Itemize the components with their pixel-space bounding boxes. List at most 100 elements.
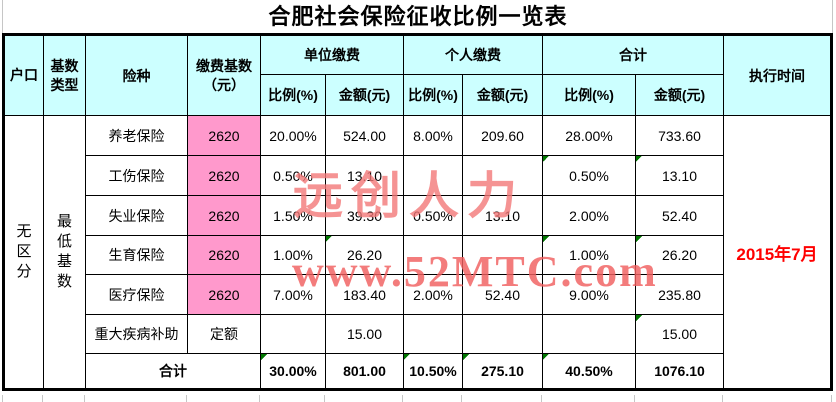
personal-amount-cell: 52.40 [462, 274, 543, 315]
total-rate-cell: 1.00% [542, 235, 636, 275]
base-type-value: 最低基数 [56, 212, 72, 291]
personal-rate-cell: 2.00% [403, 274, 463, 315]
hukou-value: 无区分 [16, 222, 32, 281]
total-amount-cell: 13.10 [635, 155, 724, 196]
insurance-name-cell: 养老保险 [85, 115, 188, 156]
total-amount-cell: 52.40 [635, 195, 724, 236]
total-rate-cell: 9.00% [542, 274, 636, 315]
hukou-cell: 无区分 [3, 115, 44, 390]
col-header-exec-time: 执行时间 [723, 34, 832, 116]
comment-marker-icon [463, 354, 469, 360]
unit-rate-cell: 1.50% [260, 195, 326, 236]
cell-value: 0.50% [569, 167, 609, 184]
unit-amount-cell: 26.20 [325, 235, 404, 275]
cell-value: 26.20 [346, 247, 383, 263]
total-label-cell: 合计 [85, 353, 261, 390]
col-header-hukou: 户口 [3, 34, 44, 116]
personal-amount-cell [462, 314, 543, 354]
unit-rate-cell [260, 314, 326, 354]
col-header-unit-rate: 比例(%) [260, 74, 326, 116]
unit-amount-cell: 183.40 [325, 274, 404, 315]
payment-base-cell: 2620 [187, 274, 261, 315]
col-header-unit-amount: 金额(元) [325, 74, 404, 116]
group-header-unit: 单位缴费 [260, 34, 404, 75]
personal-amount-cell: 13.10 [462, 195, 543, 236]
total-amount-cell: 26.20 [635, 235, 724, 275]
col-header-total-rate: 比例(%) [542, 74, 636, 116]
cell-value: 40.50% [565, 363, 613, 379]
personal-rate-cell: 8.00% [403, 115, 463, 156]
personal-amount-cell: 275.10 [462, 353, 543, 390]
total-amount-cell: 235.80 [635, 274, 724, 315]
cell-value: 1.00% [569, 247, 609, 263]
gridline-stub [42, 395, 43, 402]
cell-value: 30.00% [269, 363, 317, 379]
table-row: 生育保险 2620 1.00% 26.20 1.00% 26.20 [4, 235, 832, 275]
gridline-stub [541, 395, 542, 402]
table-row: 失业保险 2620 1.50% 39.30 0.50% 13.10 2.00% … [4, 195, 832, 236]
table-row: 医疗保险 2620 7.00% 183.40 2.00% 52.40 9.00%… [4, 274, 832, 315]
total-amount-cell: 15.00 [635, 314, 724, 354]
payment-base-cell: 2620 [187, 115, 261, 156]
comment-marker-icon [326, 236, 332, 242]
comment-marker-icon [636, 315, 642, 321]
col-header-insurance-type: 险种 [85, 34, 188, 116]
comment-marker-icon [543, 236, 549, 242]
total-rate-cell: 40.50% [542, 353, 636, 390]
unit-amount-cell: 15.00 [325, 314, 404, 354]
payment-base-cell: 2620 [187, 195, 261, 236]
comment-marker-icon [543, 354, 549, 360]
gridline-stub [324, 395, 325, 402]
gridline-stub [2, 395, 3, 402]
gridline-stub [831, 395, 832, 402]
personal-rate-cell [403, 235, 463, 275]
comment-marker-icon [636, 156, 642, 162]
total-rate-cell [542, 314, 636, 354]
comment-marker-icon [543, 156, 549, 162]
col-header-total-amount: 金额(元) [635, 74, 724, 116]
gridline-stub [259, 395, 260, 402]
comment-marker-icon [261, 354, 267, 360]
personal-rate-cell [403, 314, 463, 354]
gridline-stub [402, 395, 403, 402]
gridline-top-left [2, 0, 3, 33]
comment-marker-icon [636, 236, 642, 242]
payment-base-cell: 定额 [187, 314, 261, 354]
gridline-stub [722, 395, 723, 402]
payment-base-cell: 2620 [187, 155, 261, 196]
unit-rate-cell: 0.50% [260, 155, 326, 196]
gridline-stub [84, 395, 85, 402]
total-amount-cell: 733.60 [635, 115, 724, 156]
personal-amount-cell [462, 235, 543, 275]
total-rate-cell: 28.00% [542, 115, 636, 156]
total-rate-cell: 2.00% [542, 195, 636, 236]
gridline-stub [186, 395, 187, 402]
insurance-name-cell: 生育保险 [85, 235, 188, 275]
total-amount-cell: 1076.10 [635, 353, 724, 390]
cell-value: 10.50% [409, 363, 457, 379]
table-row: 无区分 最低基数 养老保险 2620 20.00% 524.00 8.00% 2… [3, 115, 832, 390]
cell-value: 13.10 [661, 167, 698, 184]
group-header-total: 合计 [542, 34, 724, 75]
unit-amount-cell: 13.10 [325, 155, 404, 196]
gridline-stub [634, 395, 635, 402]
insurance-name-cell: 医疗保险 [85, 274, 188, 315]
col-header-payment-base: 缴费基数（元） [187, 34, 261, 116]
unit-amount-cell: 39.30 [325, 195, 404, 236]
insurance-name-cell: 工伤保险 [85, 155, 188, 196]
table-row: 重大疾病补助 定额 15.00 15.00 [4, 314, 832, 354]
cell-value: 26.20 [661, 247, 698, 263]
gridline-stub [461, 395, 462, 402]
insurance-name-cell: 失业保险 [85, 195, 188, 236]
page-title: 合肥社会保险征收比例一览表 [268, 4, 568, 29]
col-header-personal-rate: 比例(%) [403, 74, 463, 116]
col-header-base-type: 基数类型 [43, 34, 86, 116]
payment-base-cell: 2620 [187, 235, 261, 275]
personal-rate-cell: 0.50% [403, 195, 463, 236]
unit-rate-cell: 20.00% [260, 115, 326, 156]
col-header-personal-amount: 金额(元) [462, 74, 543, 116]
insurance-name-cell: 重大疾病补助 [85, 314, 188, 354]
unit-amount-cell: 524.00 [325, 115, 404, 156]
base-type-cell: 最低基数 [43, 115, 86, 390]
